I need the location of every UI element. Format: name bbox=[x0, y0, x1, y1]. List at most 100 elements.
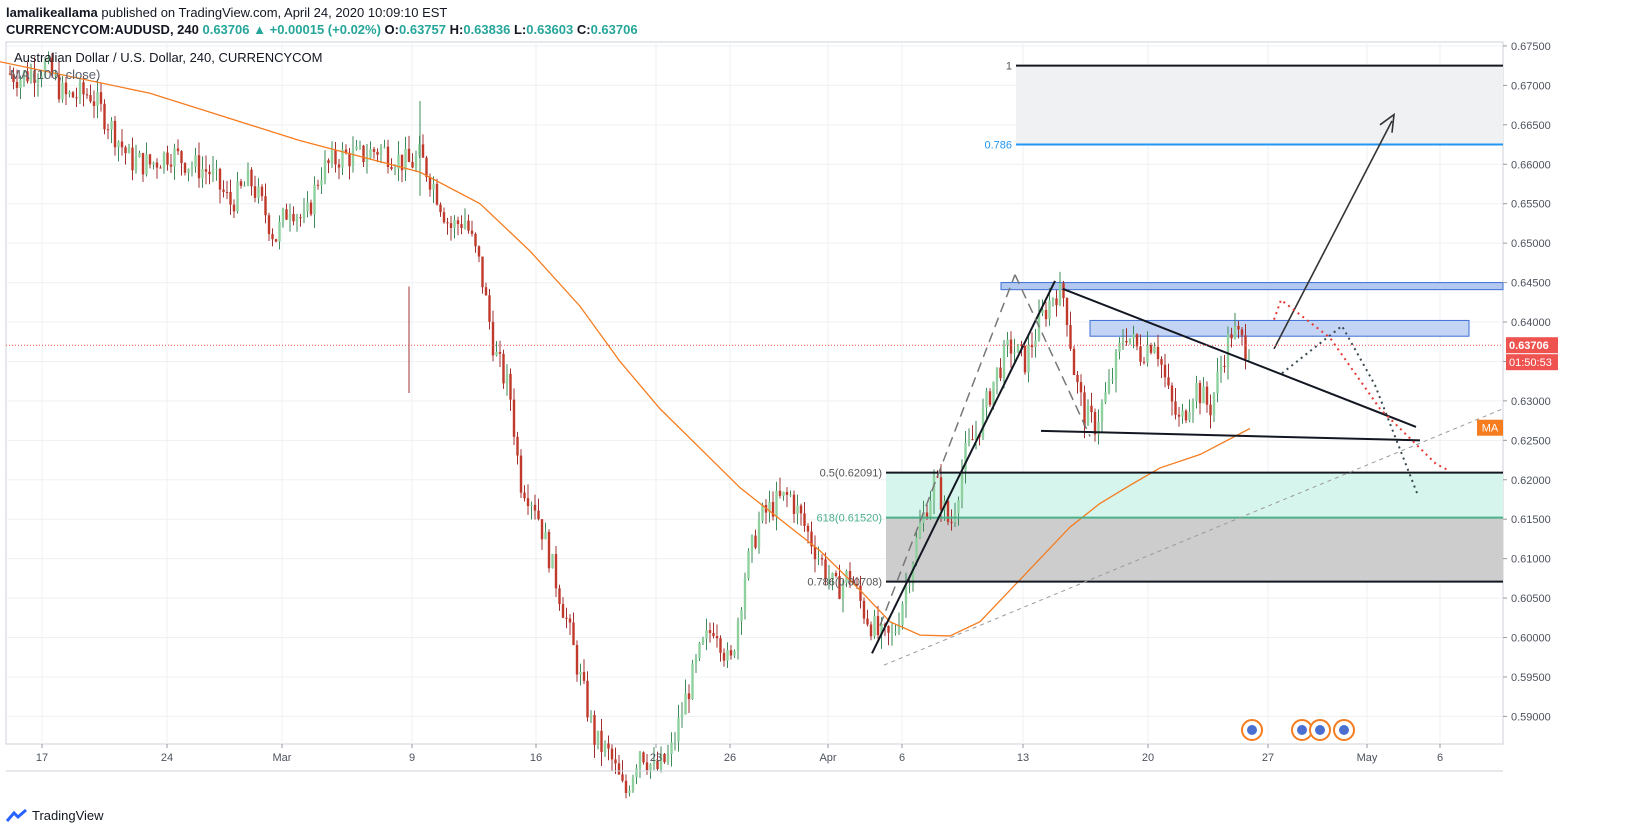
candle-body bbox=[862, 600, 866, 619]
y-tick-label: 0.65500 bbox=[1511, 199, 1551, 211]
tradingview-brand[interactable]: TradingView bbox=[6, 808, 104, 823]
candle-body bbox=[904, 585, 908, 605]
candle-body bbox=[327, 160, 330, 164]
candle-body bbox=[582, 671, 586, 681]
candle-body bbox=[526, 498, 530, 507]
candle-body bbox=[565, 617, 568, 619]
candle-body bbox=[652, 760, 656, 765]
fib-zone-gray bbox=[886, 517, 1503, 582]
candle-body bbox=[488, 295, 491, 322]
candle-body bbox=[624, 780, 628, 793]
candle-body bbox=[663, 753, 666, 763]
candle-body bbox=[1055, 298, 1058, 306]
candle-body bbox=[803, 513, 806, 526]
author-name[interactable]: lamalikeallama bbox=[6, 5, 98, 20]
candle-body bbox=[1118, 342, 1121, 352]
high-value: 0.63836 bbox=[463, 22, 511, 37]
last-price-badge bbox=[1506, 337, 1558, 354]
candle-body bbox=[68, 92, 71, 95]
candle-body bbox=[771, 501, 775, 517]
candle-body bbox=[586, 680, 589, 718]
candle-body bbox=[1202, 386, 1205, 404]
candle-body bbox=[964, 443, 967, 471]
candle-body bbox=[992, 381, 995, 405]
candle-body bbox=[1205, 386, 1209, 405]
candle-body bbox=[607, 743, 610, 749]
candle-body bbox=[932, 476, 936, 501]
candle-body bbox=[694, 658, 698, 664]
chart-title: Australian Dollar / U.S. Dollar, 240, CU… bbox=[14, 50, 322, 65]
candle-body bbox=[540, 519, 544, 540]
candle-body bbox=[519, 455, 523, 493]
candle-body bbox=[260, 186, 264, 197]
candle-body bbox=[1121, 340, 1125, 343]
candle-body bbox=[873, 616, 876, 637]
candle-body bbox=[355, 146, 358, 150]
candle-body bbox=[1111, 379, 1114, 381]
flag-icon bbox=[1315, 725, 1325, 735]
candle-body bbox=[439, 204, 442, 213]
candle-body bbox=[1142, 361, 1146, 363]
candle-body bbox=[460, 224, 463, 229]
candle-body bbox=[40, 75, 43, 80]
candle-body bbox=[705, 630, 708, 639]
candle-body bbox=[544, 531, 547, 540]
fib-label: 0.5(0.62091) bbox=[820, 468, 882, 480]
candle-body bbox=[1030, 344, 1034, 348]
candle-body bbox=[306, 202, 309, 212]
candle-body bbox=[323, 160, 327, 181]
chart-grid bbox=[5, 41, 1504, 745]
candle-body bbox=[1135, 334, 1139, 347]
candle-body bbox=[698, 643, 701, 659]
candle-body bbox=[215, 168, 218, 170]
candle-body bbox=[141, 153, 145, 175]
x-tick-label: 27 bbox=[1262, 752, 1274, 764]
candle-body bbox=[15, 81, 19, 88]
candle-body bbox=[8, 73, 12, 75]
candle-body bbox=[981, 407, 985, 438]
chart-zones bbox=[886, 65, 1504, 582]
candle-body bbox=[901, 604, 904, 625]
candle-body bbox=[838, 576, 841, 599]
candle-body bbox=[208, 171, 211, 175]
y-tick-label: 0.60000 bbox=[1511, 633, 1551, 645]
high-label: H: bbox=[449, 22, 464, 37]
candle-body bbox=[628, 790, 631, 793]
candle-body bbox=[292, 213, 295, 222]
candle-body bbox=[1076, 374, 1079, 383]
candle-body bbox=[974, 434, 978, 441]
candle-body bbox=[92, 101, 96, 106]
candle-body bbox=[404, 148, 407, 171]
candle-body bbox=[453, 220, 456, 228]
candle-body bbox=[425, 157, 428, 178]
candle-body bbox=[341, 149, 344, 168]
candle-body bbox=[1167, 377, 1170, 386]
candle-body bbox=[120, 141, 124, 148]
candle-body bbox=[1247, 358, 1251, 360]
price-chart[interactable]: 1 0.786 0.5(0.62091) 618(0.61520) 0.786(0.60… bbox=[0, 40, 1626, 802]
candle-body bbox=[1002, 345, 1006, 379]
candle-body bbox=[995, 367, 999, 382]
candle-body bbox=[1086, 405, 1090, 426]
candle-body bbox=[1128, 338, 1132, 343]
candle-body bbox=[729, 650, 733, 656]
candle-body bbox=[1146, 345, 1149, 363]
candle-body bbox=[1027, 344, 1030, 373]
y-tick-label: 0.62000 bbox=[1511, 475, 1551, 487]
candle-body bbox=[127, 147, 131, 154]
ma-line bbox=[0, 61, 1251, 637]
candle-body bbox=[99, 92, 103, 104]
candle-body bbox=[1006, 339, 1009, 346]
candle-body bbox=[957, 500, 960, 514]
candle-body bbox=[1065, 298, 1069, 326]
candle-body bbox=[782, 491, 785, 496]
candle-body bbox=[1125, 340, 1128, 343]
close-value: 0.63706 bbox=[590, 22, 638, 37]
candle-body bbox=[670, 742, 673, 755]
candle-body bbox=[117, 141, 120, 148]
candle-body bbox=[810, 531, 813, 547]
candle-body bbox=[365, 157, 369, 163]
x-tick-label: 6 bbox=[899, 752, 905, 764]
candle-body bbox=[701, 638, 705, 644]
candle-body bbox=[442, 212, 446, 223]
